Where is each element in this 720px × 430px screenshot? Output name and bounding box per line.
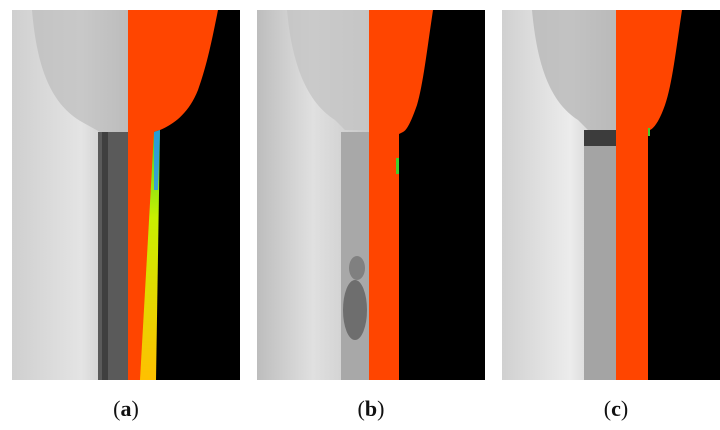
figure-panel-c: [502, 10, 720, 380]
panel-label-a: (a): [113, 396, 139, 421]
panel-label-c: (c): [603, 396, 629, 421]
jet-column: [584, 130, 616, 380]
field-wedge: [140, 130, 160, 380]
segmentation-mask: [616, 10, 682, 380]
nozzle-shape: [32, 10, 128, 132]
jet-dark-band: [584, 130, 616, 146]
panel-label-b: (b): [357, 396, 385, 421]
panel-c-image: [502, 10, 720, 380]
droplet-shadow: [343, 280, 367, 340]
field-mark: [648, 128, 650, 136]
segmentation-mask: [369, 10, 433, 380]
field-mark: [396, 158, 399, 174]
figure-panel-b: [257, 10, 485, 380]
nozzle-shape: [532, 10, 616, 130]
panel-b-image: [257, 10, 485, 380]
panel-a-image: [12, 10, 240, 380]
nozzle-shape: [287, 10, 369, 130]
jet-column: [341, 132, 369, 380]
figure-panel-a: [12, 10, 240, 380]
